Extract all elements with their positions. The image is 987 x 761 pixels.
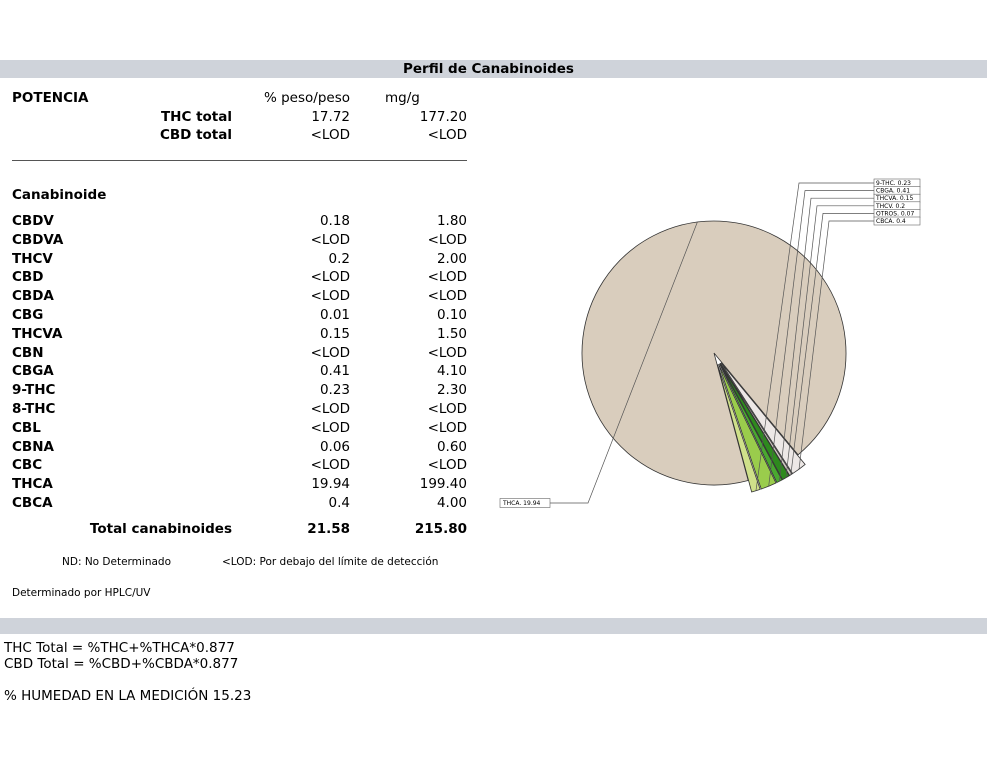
pie-label: THCVA. 0.15 bbox=[875, 195, 913, 202]
cannabinoid-weight: 0.2 bbox=[328, 250, 350, 267]
cannabinoid-mg: 199.40 bbox=[419, 476, 467, 493]
cannabinoid-weight: 0.15 bbox=[319, 325, 350, 342]
cannabinoid-mg: 0.10 bbox=[436, 307, 467, 323]
formula-thc: THC Total = %THC+%THCA*0.877 bbox=[4, 640, 235, 656]
pie-label: 9-THC. 0.23 bbox=[876, 180, 911, 187]
pie-label: CBGA. 0.41 bbox=[876, 188, 910, 195]
col-header-weight: % peso/peso bbox=[263, 90, 350, 106]
cannabinoid-name: CBNA bbox=[12, 438, 54, 455]
col-header-mg: mg/g bbox=[385, 90, 420, 106]
cannabinoid-weight: <LOD bbox=[310, 401, 350, 417]
cannabinoid-mg: 0.60 bbox=[436, 438, 467, 455]
cannabinoid-name: THCA bbox=[12, 476, 53, 493]
pie-leader-line bbox=[798, 220, 874, 470]
pie-leader-line bbox=[768, 190, 874, 487]
potency-label: CBD total bbox=[159, 127, 232, 143]
pie-leader-line bbox=[779, 197, 874, 482]
cannabinoid-weight: <LOD bbox=[310, 288, 350, 305]
divider bbox=[12, 160, 467, 161]
cannabinoid-mg: 4.00 bbox=[436, 495, 467, 511]
cannabinoid-weight: 0.18 bbox=[319, 213, 350, 229]
cannabinoid-mg: <LOD bbox=[427, 269, 467, 286]
cannabinoid-mg: <LOD bbox=[427, 419, 467, 436]
cannabinoid-weight: <LOD bbox=[310, 231, 350, 248]
pie-label-box bbox=[499, 498, 551, 508]
cannabinoid-name: CBDA bbox=[12, 288, 54, 305]
pie-leader-line bbox=[785, 205, 874, 478]
potency-label: THC total bbox=[160, 109, 232, 125]
note-method: Determinado por HPLC/UV bbox=[12, 587, 151, 599]
pie-slice-thcva bbox=[719, 363, 783, 484]
cannabinoid-mg: 4.10 bbox=[436, 363, 467, 380]
cannabinoid-name: CBDV bbox=[12, 213, 54, 229]
potency-mg: 177.20 bbox=[419, 109, 467, 125]
cannabinoid-mg: <LOD bbox=[427, 288, 467, 305]
cannabinoid-name: CBDVA bbox=[12, 231, 64, 248]
cannabinoid-mg: <LOD bbox=[427, 401, 467, 417]
report-title: Perfil de Canabinoides bbox=[403, 61, 574, 77]
cannabinoid-section-label: Canabinoide bbox=[12, 187, 107, 203]
cannabinoid-name: CBL bbox=[12, 419, 41, 436]
total-weight: 21.58 bbox=[307, 521, 350, 537]
cannabinoid-name: CBGA bbox=[12, 363, 54, 380]
cannabinoid-name: 8-THC bbox=[12, 401, 56, 417]
cannabinoid-name: 9-THC bbox=[12, 382, 56, 399]
cannabinoid-weight: 0.06 bbox=[319, 438, 350, 455]
cannabinoid-name: CBC bbox=[12, 457, 43, 474]
pie-leader-line bbox=[550, 221, 698, 504]
cannabinoid-mg: 1.80 bbox=[436, 213, 467, 229]
cannabinoid-name: CBG bbox=[12, 307, 44, 323]
cannabinoid-name: CBCA bbox=[12, 495, 53, 511]
potency-section-label: POTENCIA bbox=[12, 90, 89, 106]
cannabinoid-weight: 0.01 bbox=[319, 307, 350, 323]
pie-label: CBCA. 0.4 bbox=[876, 218, 906, 225]
cannabinoid-mg: <LOD bbox=[427, 231, 467, 248]
cannabinoid-name: CBD bbox=[12, 269, 44, 286]
title-band bbox=[0, 60, 987, 78]
cannabinoid-weight: <LOD bbox=[310, 457, 350, 474]
pie-slice-thca bbox=[581, 220, 847, 486]
cannabinoid-weight: 19.94 bbox=[311, 476, 350, 493]
pie-label: OTROS. 0.07 bbox=[876, 210, 914, 217]
formula-cbd: CBD Total = %CBD+%CBDA*0.877 bbox=[4, 656, 239, 672]
cannabinoid-mg: 1.50 bbox=[436, 325, 467, 342]
cannabinoid-weight: <LOD bbox=[310, 344, 350, 361]
cannabinoid-weight: <LOD bbox=[310, 269, 350, 286]
cannabinoid-name: CBN bbox=[12, 344, 44, 361]
note-nd: ND: No Determinado bbox=[62, 556, 172, 568]
pie-label: THCA. 19.94 bbox=[502, 500, 541, 507]
pie-label: THCV. 0.2 bbox=[875, 203, 905, 210]
pie-leader-line bbox=[790, 213, 874, 475]
cannabinoid-weight: <LOD bbox=[310, 419, 350, 436]
pie-slice-9-thc bbox=[717, 364, 761, 493]
cannabinoid-mg: <LOD bbox=[427, 344, 467, 361]
potency-weight: <LOD bbox=[310, 127, 350, 143]
cannabinoid-weight: 0.23 bbox=[319, 382, 350, 399]
cannabinoid-name: THCV bbox=[12, 250, 53, 267]
total-mg: 215.80 bbox=[414, 521, 467, 537]
bottom-band bbox=[0, 618, 987, 634]
potency-weight: 17.72 bbox=[311, 109, 350, 125]
cannabinoid-mg: 2.00 bbox=[436, 250, 467, 267]
note-lod: <LOD: Por debajo del límite de detección bbox=[222, 556, 439, 568]
cannabinoid-mg: <LOD bbox=[427, 457, 467, 474]
cannabinoid-mg: 2.30 bbox=[436, 382, 467, 399]
cannabinoid-weight: 0.41 bbox=[319, 363, 350, 380]
total-label: Total canabinoides bbox=[89, 521, 232, 537]
cannabinoid-weight: 0.4 bbox=[328, 495, 350, 511]
pie-leader-line bbox=[755, 182, 874, 491]
humidity-reading: % HUMEDAD EN LA MEDICIÓN 15.23 bbox=[4, 688, 252, 704]
cannabinoid-name: THCVA bbox=[12, 325, 63, 342]
potency-mg: <LOD bbox=[427, 127, 467, 143]
pie-slice-otros bbox=[720, 362, 793, 477]
pie-label-box bbox=[873, 216, 921, 226]
